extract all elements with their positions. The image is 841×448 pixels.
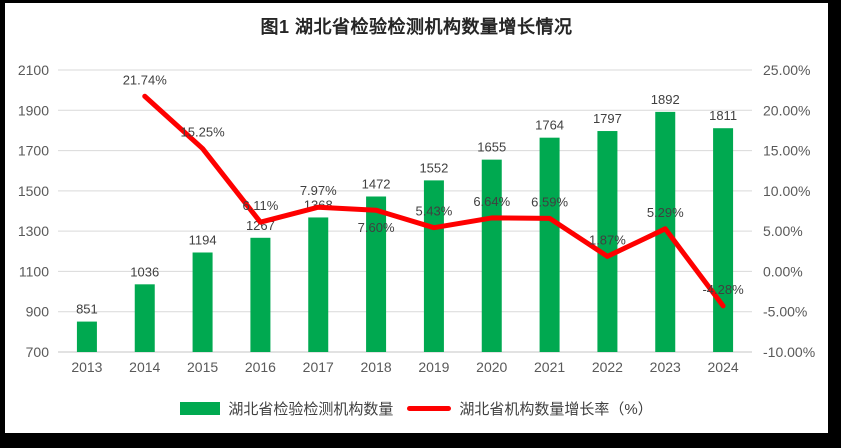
- line-value-label: 6.59%: [531, 194, 568, 209]
- right-axis-tick: 25.00%: [763, 62, 810, 78]
- x-axis-label: 2022: [592, 359, 623, 375]
- bar: [539, 137, 560, 352]
- bar-value-label: 851: [76, 302, 98, 317]
- legend-bar-swatch-icon: [180, 402, 221, 415]
- x-axis-label: 2014: [129, 359, 160, 375]
- line-value-label: -4.28%: [702, 282, 744, 297]
- chart-plot: 2100 1900 1700 1500 1300 1100 900 700 25.00% 20.0…: [18, 62, 815, 375]
- bar-value-label: 1472: [362, 176, 391, 191]
- bar: [192, 252, 213, 352]
- x-axis-label: 2020: [476, 359, 507, 375]
- bar-value-label: 1764: [535, 118, 564, 133]
- bar: [308, 217, 329, 352]
- bar: [366, 196, 387, 352]
- right-axis-tick: 20.00%: [763, 102, 810, 118]
- bar: [423, 180, 444, 352]
- line-value-label: 7.60%: [358, 220, 395, 235]
- bar-value-label: 1892: [651, 92, 680, 107]
- left-axis-tick: 1300: [18, 223, 49, 239]
- line-value-label: 5.29%: [647, 205, 684, 220]
- bar-value-label: 1036: [130, 264, 159, 279]
- right-axis-tick: 15.00%: [763, 143, 810, 159]
- bar-value-label: 1655: [477, 140, 506, 155]
- x-axis-label: 2015: [187, 359, 218, 375]
- right-axis-tick: 5.00%: [763, 223, 803, 239]
- left-axis-tick: 700: [26, 344, 50, 360]
- chart-area: 图1 湖北省检验检测机构数量增长情况 2100 1900 1700 1500 1300 1…: [5, 3, 828, 433]
- right-axis-tick: 0.00%: [763, 263, 803, 279]
- left-axis-tick: 1900: [18, 102, 49, 118]
- legend-line-label: 湖北省机构数量增长率（%）: [459, 401, 653, 418]
- line-value-label: 6.11%: [242, 198, 278, 213]
- x-axis-label: 2016: [245, 359, 276, 375]
- line-value-label: 15.25%: [181, 125, 226, 140]
- x-axis-label: 2018: [361, 359, 392, 375]
- chart-title: 图1 湖北省检验检测机构数量增长情况: [260, 17, 573, 37]
- bar: [134, 284, 155, 352]
- left-axis-tick: 1500: [18, 183, 49, 199]
- bar-value-label: 1811: [709, 108, 737, 123]
- bar: [713, 128, 734, 352]
- bar: [481, 159, 502, 352]
- right-axis-tick: -10.00%: [763, 344, 815, 360]
- legend-line-swatch-icon: [407, 406, 452, 411]
- x-axis-label: 2023: [650, 359, 681, 375]
- left-axis-tick: 900: [26, 304, 50, 320]
- x-axis-label: 2021: [534, 359, 565, 375]
- bar-value-label: 1797: [593, 111, 622, 126]
- left-axis-tick: 2100: [18, 62, 49, 78]
- right-axis-tick: 10.00%: [763, 183, 810, 199]
- left-axis-tick: 1700: [18, 143, 49, 159]
- x-axis-label: 2013: [71, 359, 102, 375]
- bar-value-label: 1552: [419, 160, 448, 175]
- growth-line: [142, 93, 726, 309]
- x-axis-label: 2019: [418, 359, 449, 375]
- line-value-label: 5.43%: [415, 204, 452, 219]
- bar: [597, 131, 618, 352]
- line-value-label: 21.74%: [123, 72, 168, 87]
- x-axis-label: 2017: [303, 359, 334, 375]
- x-axis-label: 2024: [708, 359, 739, 375]
- right-axis-tick: -5.00%: [763, 304, 807, 320]
- bar-value-label: 1194: [189, 232, 217, 247]
- line-value-label: 1.87%: [589, 232, 626, 247]
- left-axis-tick: 1100: [19, 263, 49, 279]
- line-value-label: 7.97%: [300, 183, 337, 198]
- line-value-label: 6.64%: [473, 194, 510, 209]
- legend: 湖北省检验检测机构数量 湖北省机构数量增长率（%）: [5, 398, 828, 419]
- legend-bar-label: 湖北省检验检测机构数量: [228, 401, 394, 418]
- bar: [250, 237, 271, 352]
- bar: [76, 321, 97, 352]
